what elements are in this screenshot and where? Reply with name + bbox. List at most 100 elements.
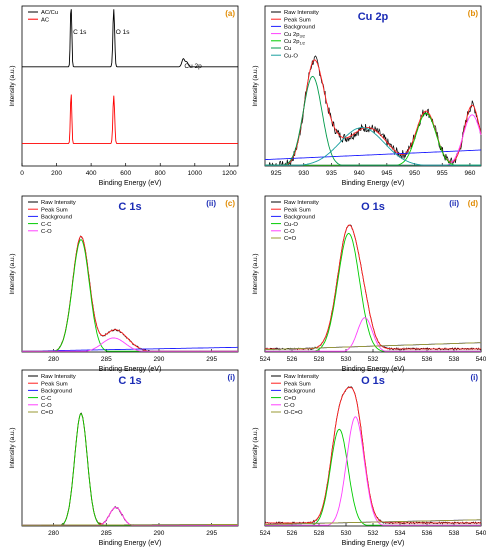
legend-label: C-C xyxy=(41,396,51,402)
legend-label: C-C xyxy=(41,222,51,228)
x-tick-label: 532 xyxy=(368,530,379,537)
x-tick-label: 930 xyxy=(298,170,309,177)
panel-title: Cu 2p xyxy=(358,11,389,23)
x-tick-label: 532 xyxy=(368,356,379,363)
x-tick-label: 295 xyxy=(206,530,217,537)
series-line-raw-intensity xyxy=(22,235,238,352)
x-tick-label: 540 xyxy=(476,356,486,363)
panel-label-secondary: (c) xyxy=(225,199,235,208)
chart-panel-c-i: 280 285 290 295 Binding Energy (eV) Intensity… xyxy=(9,369,239,547)
legend-label: C=O xyxy=(41,410,54,416)
legend-label: Background xyxy=(284,389,315,395)
y-axis-label: Intensity (a.u.) xyxy=(9,253,16,294)
x-tick-label: 200 xyxy=(51,170,62,177)
panel-title: O 1s xyxy=(361,375,385,387)
x-tick-label: 536 xyxy=(422,356,433,363)
x-tick-label: 935 xyxy=(326,170,337,177)
x-tick-label: 530 xyxy=(341,530,352,537)
x-tick-label: 280 xyxy=(48,530,59,537)
plot-frame xyxy=(21,369,239,527)
panel-label: (ii) xyxy=(206,199,216,208)
legend-label: Raw Intensity xyxy=(284,200,319,206)
plot-frame xyxy=(21,195,239,353)
legend-label: Peak Sum xyxy=(284,17,311,23)
series-line-c-o xyxy=(22,506,238,526)
legend-label: AC xyxy=(41,17,49,23)
x-tick-label: 600 xyxy=(120,170,131,177)
legend-label: Peak Sum xyxy=(41,381,68,387)
x-tick-label: 945 xyxy=(381,170,392,177)
panel-label: (i) xyxy=(470,373,478,382)
legend-label: C-O xyxy=(284,229,295,235)
series-line-raw-intensity xyxy=(22,412,238,526)
series-line-cu xyxy=(265,75,481,166)
series-line-c-o xyxy=(265,416,481,526)
series-line-background xyxy=(265,149,481,161)
legend-label: Cu-O xyxy=(284,222,298,228)
chart-panel-d-i: 524 526 528 530 532 534 536 538 540 Binding Energ… xyxy=(252,369,486,547)
series-line-cu-2p1-2 xyxy=(265,112,481,166)
chart-panel-c-ii: 280 285 290 295 Binding Energy (eV) Intensity… xyxy=(9,195,239,373)
y-axis-label: Intensity (a.u.) xyxy=(252,65,259,106)
x-tick-label: 526 xyxy=(287,356,298,363)
panel-label: (i) xyxy=(227,373,235,382)
series-line-peak-sum xyxy=(265,386,481,524)
series-line-ac xyxy=(22,94,238,145)
series-line-o-c-o xyxy=(265,519,481,525)
legend-label: Peak Sum xyxy=(41,207,68,213)
panel-title: C 1s xyxy=(118,375,141,387)
series-line-raw-intensity xyxy=(264,386,482,525)
legend-label: Raw Intensity xyxy=(284,10,319,16)
chart-panel-b: 925 930 935 940 945 950 955 960 Binding Energy (… xyxy=(252,5,482,187)
x-tick-label: 940 xyxy=(354,170,365,177)
series-line-c-o xyxy=(22,523,238,526)
x-tick-label: 536 xyxy=(422,530,433,537)
legend-label: C-O xyxy=(284,403,295,409)
legend-label: O-C=O xyxy=(284,410,303,416)
y-axis-label: Intensity (a.u.) xyxy=(252,427,259,468)
chart-panel-d-ii: 524 526 528 530 532 534 536 538 540 Binding Energ… xyxy=(252,195,486,373)
series-line-c-o xyxy=(264,342,482,351)
legend-label: C=O xyxy=(284,236,297,242)
panel-label: (a) xyxy=(225,9,235,18)
series-line-raw-intensity xyxy=(265,55,482,166)
x-axis-label: Binding Energy (eV) xyxy=(99,540,162,547)
series-line-peak-sum xyxy=(265,59,482,166)
legend-label: Background xyxy=(284,215,315,221)
series-line-c-o xyxy=(265,317,481,352)
legend-label: C=O xyxy=(284,396,297,402)
x-tick-label: 400 xyxy=(86,170,97,177)
legend-label: Cu-O xyxy=(284,53,298,59)
legend-label: AC/Cu xyxy=(41,10,58,16)
x-tick-label: 295 xyxy=(206,356,217,363)
x-tick-label: 285 xyxy=(101,356,112,363)
x-tick-label: 528 xyxy=(314,530,325,537)
series-line-peak-sum xyxy=(22,413,238,526)
x-tick-label: 524 xyxy=(260,530,271,537)
x-tick-label: 925 xyxy=(271,170,282,177)
x-tick-label: 524 xyxy=(260,356,271,363)
x-tick-label: 1200 xyxy=(222,170,237,177)
legend-label: C-O xyxy=(41,403,52,409)
legend-label: Raw Intensity xyxy=(41,200,76,206)
x-tick-label: 534 xyxy=(395,356,406,363)
x-tick-label: 540 xyxy=(476,530,486,537)
series-line-peak-sum xyxy=(22,235,238,352)
x-tick-label: 528 xyxy=(314,356,325,363)
legend-label: Cu xyxy=(284,46,291,52)
legend-label: Cu 2p1/2 xyxy=(284,39,306,46)
legend-subscript: 3/2 xyxy=(299,33,305,38)
x-axis-label: Binding Energy (eV) xyxy=(342,180,405,187)
x-axis-label: Binding Energy (eV) xyxy=(342,366,405,373)
y-axis-label: Intensity (a.u.) xyxy=(9,427,16,468)
x-axis-label: Binding Energy (eV) xyxy=(99,366,162,373)
x-tick-label: 538 xyxy=(449,530,460,537)
peak-annotation: Cu 2p xyxy=(184,63,202,70)
plot-frame xyxy=(264,5,482,167)
y-axis-label: Intensity (a.u.) xyxy=(9,65,16,106)
panel-label-secondary: (d) xyxy=(468,199,479,208)
legend-subscript: 1/2 xyxy=(299,41,305,46)
x-tick-label: 1000 xyxy=(188,170,203,177)
x-tick-label: 950 xyxy=(409,170,420,177)
chart-panel-a: 0 200 400 600 800 1000 1200 Binding Energy (eV)… xyxy=(9,5,239,187)
